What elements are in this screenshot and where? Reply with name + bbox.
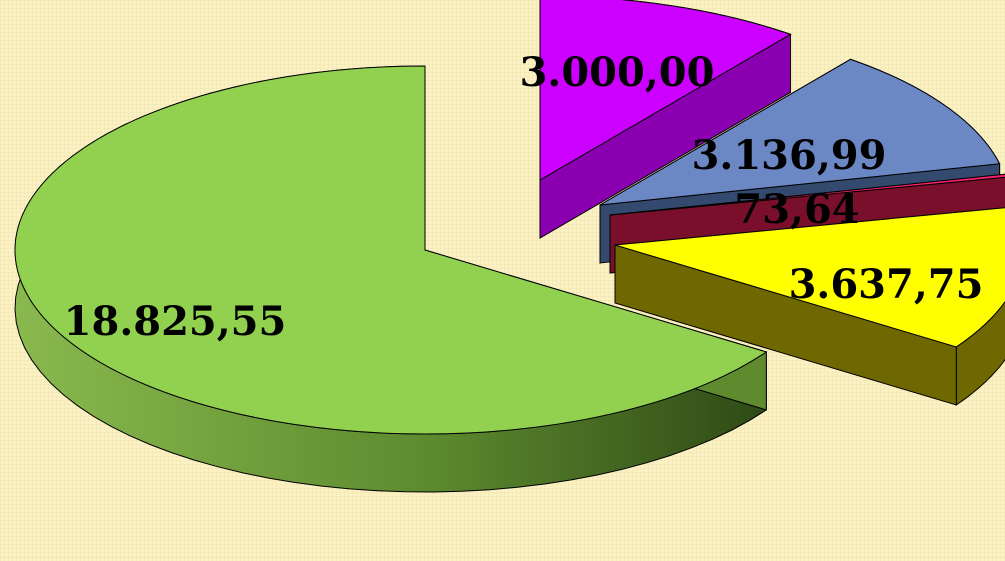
data-label-4: 73,64: [734, 186, 859, 233]
pie-slice-2: [539, 0, 792, 239]
pie-slice-1: [14, 65, 768, 493]
pie-slice-5: [614, 207, 1005, 406]
data-label-1: 18.825,55: [64, 298, 287, 345]
pie-slice-top-5: [614, 207, 1005, 348]
data-label-5: 3.637,75: [789, 261, 984, 308]
pie-slice-top-2: [539, 0, 792, 181]
data-label-2: 3.000,00: [520, 49, 715, 96]
pie-slice-top-3: [599, 58, 1001, 206]
pie-slice-top-1: [14, 65, 768, 435]
data-label-3: 3.136,99: [692, 132, 887, 179]
